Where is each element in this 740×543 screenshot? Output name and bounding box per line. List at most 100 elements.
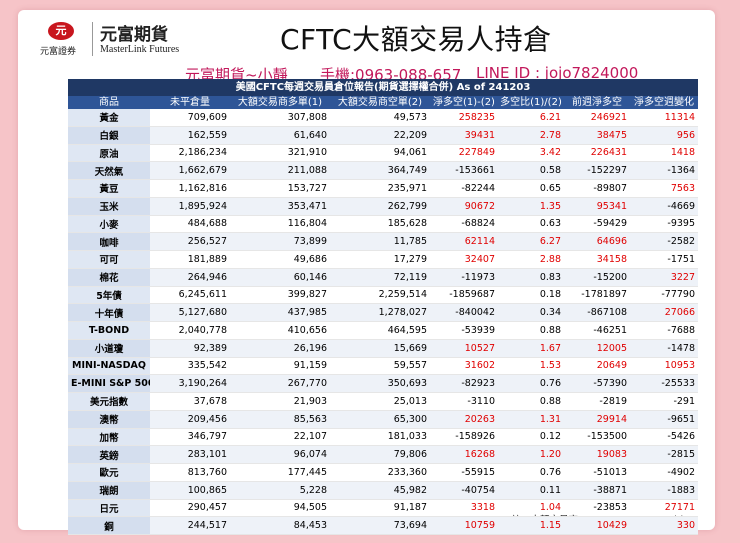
- cell-short: 181,033: [330, 428, 430, 447]
- cell-short: 91,187: [330, 499, 430, 518]
- cell-commodity: 十年債: [68, 303, 150, 322]
- cell-weekly-change: -1883: [630, 481, 698, 500]
- cell-net: 90672: [430, 197, 498, 216]
- cell-commodity: 英鎊: [68, 445, 150, 464]
- cell-weekly-change: 27066: [630, 303, 698, 322]
- cell-weekly-change: -1364: [630, 161, 698, 180]
- cftc-table: 美國CFTC每週交易員倉位報告(期貨選擇權合併) As of 241203 商品…: [68, 79, 698, 535]
- table-row: 黃豆 1,162,816 153,727 235,971 -82244 0.65 -8980…: [68, 179, 698, 198]
- cell-net: 3318: [430, 499, 498, 518]
- table-row: 歐元 813,760 177,445 233,360 -55915 0.76 -51013-…: [68, 463, 698, 482]
- cell-long: 91,159: [230, 357, 330, 376]
- table-row: T-BOND 2,040,778 410,656 464,595 -53939 0.88-…: [68, 321, 698, 340]
- cell-net: 39431: [430, 126, 498, 145]
- cell-commodity: 加幣: [68, 428, 150, 447]
- cell-commodity: 棉花: [68, 268, 150, 287]
- table-body: 黃金 709,609 307,808 49,573 258235 6.21 246921 11…: [68, 109, 698, 535]
- cell-short: 72,119: [330, 268, 430, 287]
- cell-ratio: 1.31: [498, 410, 564, 429]
- cell-long: 61,640: [230, 126, 330, 145]
- cell-commodity: 瑞朗: [68, 481, 150, 500]
- cell-commodity: 咖啡: [68, 232, 150, 251]
- cell-long: 211,088: [230, 161, 330, 180]
- cell-open-interest: 3,190,264: [150, 374, 230, 393]
- cell-net: 10527: [430, 339, 498, 358]
- header-long: 大額交易商多單(1): [230, 96, 330, 109]
- cell-weekly-change: -7688: [630, 321, 698, 340]
- cell-commodity: 可可: [68, 250, 150, 269]
- cell-long: 85,563: [230, 410, 330, 429]
- page-title: CFTC大額交易人持倉: [280, 23, 552, 56]
- cell-short: 350,693: [330, 374, 430, 393]
- cell-weekly-change: -9395: [630, 215, 698, 234]
- header-commodity: 商品: [68, 96, 150, 109]
- cell-net: -153661: [430, 161, 498, 180]
- cell-net: 227849: [430, 144, 498, 163]
- cell-weekly-change: -9651: [630, 410, 698, 429]
- cell-long: 353,471: [230, 197, 330, 216]
- cell-commodity: 5年債: [68, 286, 150, 305]
- cell-long: 321,910: [230, 144, 330, 163]
- cell-ratio: 0.83: [498, 268, 564, 287]
- cell-prev-net: -46251: [564, 321, 630, 340]
- cell-short: 49,573: [330, 109, 430, 127]
- cell-ratio: 3.42: [498, 144, 564, 163]
- cell-prev-net: -51013: [564, 463, 630, 482]
- cell-long: 116,804: [230, 215, 330, 234]
- masterlink-logo: 元 元富證券 元富期貨 MasterLink Futures: [30, 18, 200, 62]
- cell-short: 17,279: [330, 250, 430, 269]
- header-prev-net: 前週淨多空: [564, 96, 630, 109]
- positions-table: 商品 未平倉量 大額交易商多單(1) 大額交易商空單(2) 淨多空(1)-(2)…: [68, 96, 698, 535]
- table-row: 棉花 264,946 60,146 72,119 -11973 0.83 -15200 322…: [68, 268, 698, 287]
- table-row: 日元 290,457 94,505 91,187 3318 1.04 -23853 27171: [68, 499, 698, 518]
- cell-short: 185,628: [330, 215, 430, 234]
- cell-open-interest: 290,457: [150, 499, 230, 518]
- cell-commodity: 白銀: [68, 126, 150, 145]
- cell-net: -40754: [430, 481, 498, 500]
- cell-open-interest: 1,895,924: [150, 197, 230, 216]
- cell-prev-net: -38871: [564, 481, 630, 500]
- cell-net: 16268: [430, 445, 498, 464]
- cell-long: 96,074: [230, 445, 330, 464]
- cell-ratio: 6.27: [498, 232, 564, 251]
- cell-weekly-change: -4669: [630, 197, 698, 216]
- cell-prev-net: -15200: [564, 268, 630, 287]
- cell-net: -53939: [430, 321, 498, 340]
- cell-weekly-change: -2582: [630, 232, 698, 251]
- cell-ratio: 6.21: [498, 109, 564, 127]
- table-row: 小麥 484,688 116,804 185,628 -68824 0.63 -59429-…: [68, 215, 698, 234]
- cell-long: 307,808: [230, 109, 330, 127]
- cell-weekly-change: -291: [630, 392, 698, 411]
- cell-ratio: 0.12: [498, 428, 564, 447]
- cell-long: 49,686: [230, 250, 330, 269]
- cell-open-interest: 2,186,234: [150, 144, 230, 163]
- table-row: 瑞朗 100,865 5,228 45,982 -40754 0.11 -38871 -188…: [68, 481, 698, 500]
- cell-ratio: 0.88: [498, 392, 564, 411]
- table-row: 玉米 1,895,924 353,471 262,799 90672 1.35 95341-…: [68, 197, 698, 216]
- cell-short: 235,971: [330, 179, 430, 198]
- cell-prev-net: 12005: [564, 339, 630, 358]
- cell-prev-net: -867108: [564, 303, 630, 322]
- cell-commodity: MINI-NASDAQ: [68, 357, 150, 376]
- table-row: 美元指數 37,678 21,903 25,013 -3110 0.88 -2819 -291: [68, 392, 698, 411]
- cell-short: 79,806: [330, 445, 430, 464]
- cell-ratio: 0.58: [498, 161, 564, 180]
- cell-prev-net: 64696: [564, 232, 630, 251]
- cell-commodity: 天然氣: [68, 161, 150, 180]
- cell-open-interest: 100,865: [150, 481, 230, 500]
- cell-short: 15,669: [330, 339, 430, 358]
- cell-prev-net: 246921: [564, 109, 630, 127]
- cell-commodity: 歐元: [68, 463, 150, 482]
- cell-commodity: 日元: [68, 499, 150, 518]
- cell-open-interest: 283,101: [150, 445, 230, 464]
- cell-short: 65,300: [330, 410, 430, 429]
- cell-open-interest: 335,542: [150, 357, 230, 376]
- cell-weekly-change: 956: [630, 126, 698, 145]
- cell-commodity: 黃豆: [68, 179, 150, 198]
- cell-commodity: 原油: [68, 144, 150, 163]
- cell-short: 2,259,514: [330, 286, 430, 305]
- contact-line-id: LINE ID : jojo7824000: [476, 64, 639, 82]
- cell-net: -840042: [430, 303, 498, 322]
- cell-prev-net: -152297: [564, 161, 630, 180]
- cell-prev-net: -59429: [564, 215, 630, 234]
